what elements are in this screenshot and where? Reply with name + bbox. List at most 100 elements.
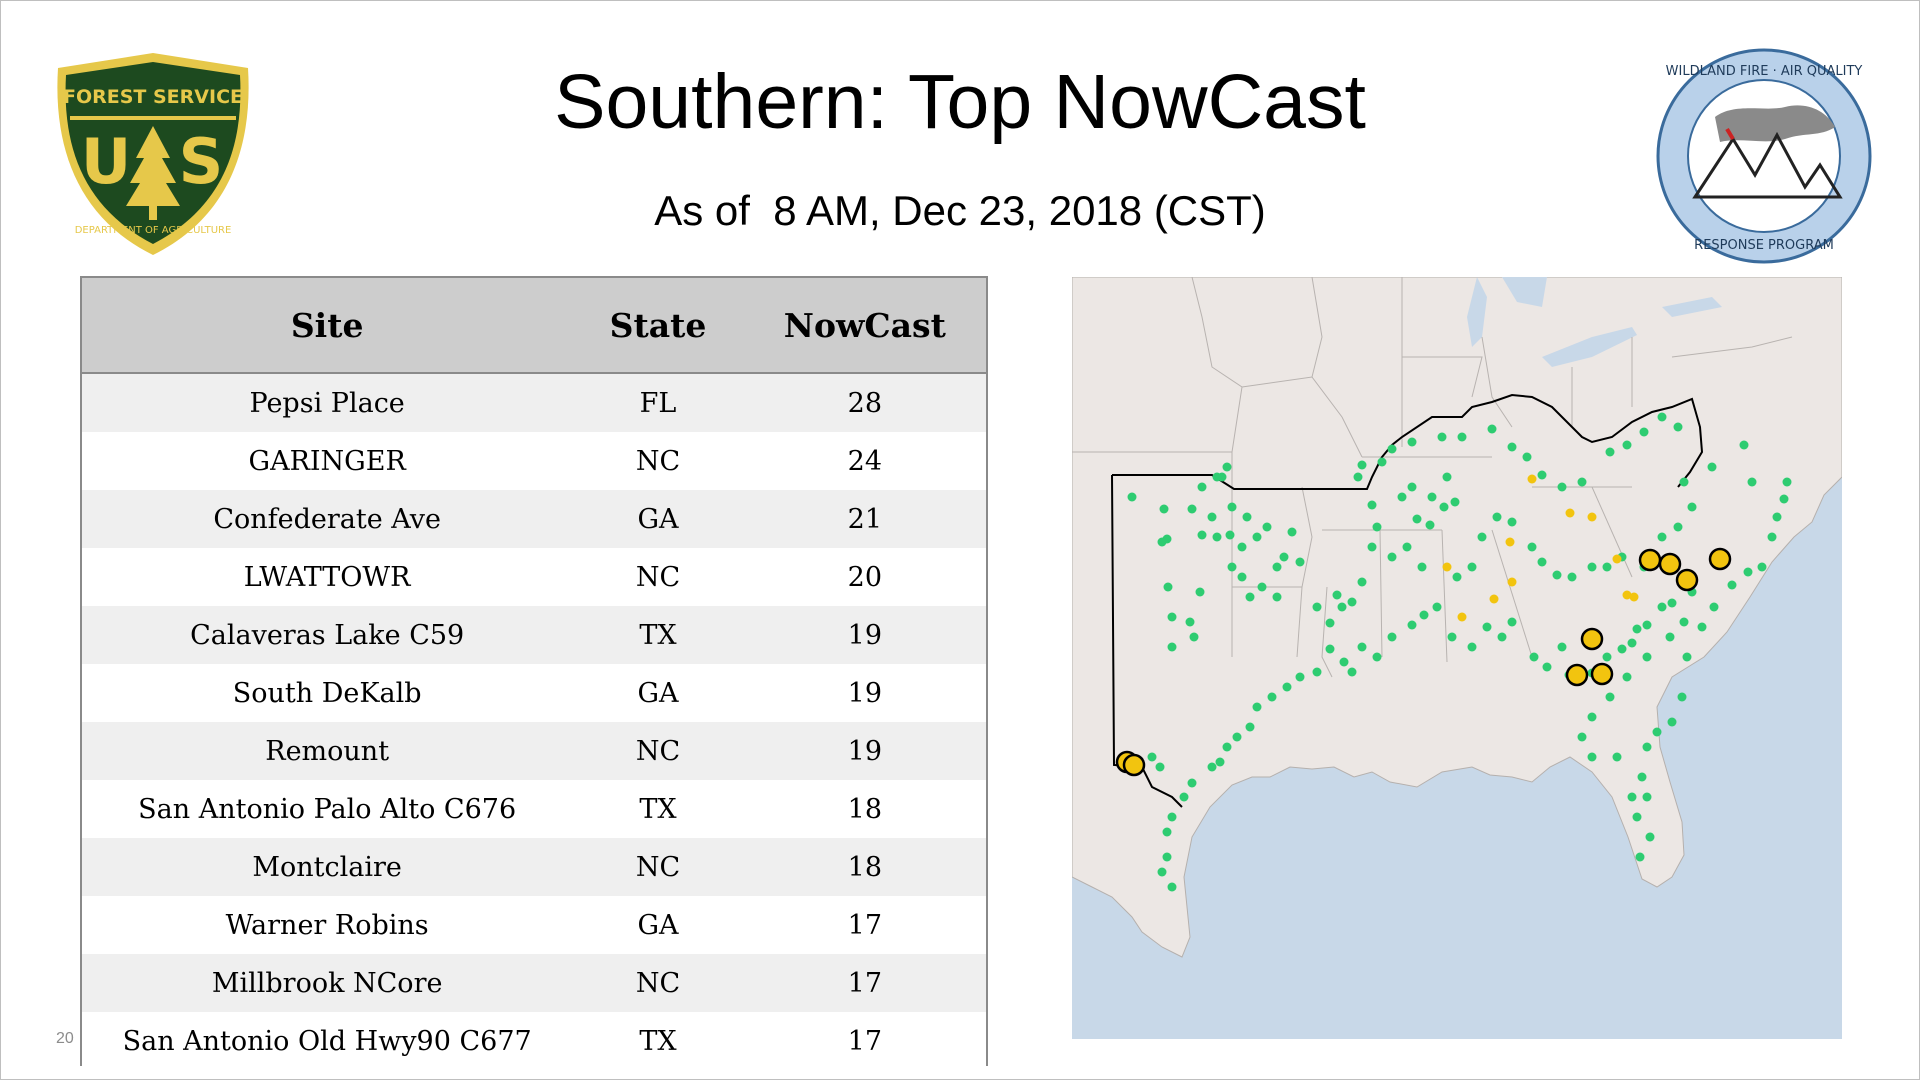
- state-cell: FL: [572, 373, 744, 432]
- state-cell: NC: [572, 548, 744, 606]
- yellow-site-marker: [1489, 594, 1499, 604]
- table-row: Millbrook NCore NC 17: [82, 954, 986, 1012]
- green-site-marker: [1195, 587, 1205, 597]
- top-site-marker: [1658, 552, 1682, 576]
- green-site-marker: [1779, 494, 1789, 504]
- site-cell: Montclaire: [82, 838, 573, 896]
- green-site-marker: [1179, 792, 1189, 802]
- state-cell: GA: [572, 664, 744, 722]
- green-site-marker: [1245, 592, 1255, 602]
- site-cell: Warner Robins: [82, 896, 573, 954]
- green-site-marker: [1602, 562, 1612, 572]
- green-site-marker: [1697, 622, 1707, 632]
- nowcast-cell: 18: [743, 780, 986, 838]
- green-site-marker: [1577, 477, 1587, 487]
- wildland-fire-air-quality-logo: WILDLAND FIRE · AIR QUALITY RESPONSE PRO…: [1656, 48, 1872, 264]
- table-row: Montclaire NC 18: [82, 838, 986, 896]
- green-site-marker: [1367, 500, 1377, 510]
- green-site-marker: [1257, 582, 1267, 592]
- state-cell: TX: [572, 606, 744, 664]
- green-site-marker: [1245, 722, 1255, 732]
- green-site-marker: [1542, 662, 1552, 672]
- green-site-marker: [1529, 652, 1539, 662]
- column-header-site: Site: [82, 278, 573, 374]
- green-site-marker: [1707, 462, 1717, 472]
- green-site-marker: [1677, 692, 1687, 702]
- green-site-marker: [1167, 642, 1177, 652]
- green-site-marker: [1639, 427, 1649, 437]
- green-site-marker: [1185, 617, 1195, 627]
- state-cell: TX: [572, 1012, 744, 1070]
- svg-text:DEPARTMENT OF AGRICULTURE: DEPARTMENT OF AGRICULTURE: [75, 225, 232, 236]
- top-site-marker: [1590, 662, 1614, 686]
- green-site-marker: [1242, 512, 1252, 522]
- green-site-marker: [1567, 572, 1577, 582]
- nowcast-cell: 18: [743, 838, 986, 896]
- green-site-marker: [1612, 752, 1622, 762]
- green-site-marker: [1665, 632, 1675, 642]
- green-site-marker: [1522, 452, 1532, 462]
- green-site-marker: [1147, 752, 1157, 762]
- site-cell: San Antonio Palo Alto C676: [82, 780, 573, 838]
- green-site-marker: [1507, 442, 1517, 452]
- green-site-marker: [1197, 530, 1207, 540]
- state-cell: GA: [572, 490, 744, 548]
- green-site-marker: [1709, 602, 1719, 612]
- green-site-marker: [1237, 572, 1247, 582]
- green-site-marker: [1602, 652, 1612, 662]
- state-cell: GA: [572, 896, 744, 954]
- green-site-marker: [1189, 632, 1199, 642]
- yellow-site-marker: [1587, 512, 1597, 522]
- green-site-marker: [1237, 542, 1247, 552]
- green-site-marker: [1367, 542, 1377, 552]
- southern-region-map: [1072, 277, 1842, 1039]
- green-site-marker: [1627, 792, 1637, 802]
- yellow-site-marker: [1442, 562, 1452, 572]
- nowcast-cell: 17: [743, 1012, 986, 1070]
- top-site-marker: [1580, 627, 1604, 651]
- green-site-marker: [1163, 582, 1173, 592]
- green-site-marker: [1267, 692, 1277, 702]
- nowcast-cell: 20: [743, 548, 986, 606]
- lake-erie: [1542, 327, 1637, 367]
- slide-title: Southern: Top NowCast: [554, 59, 1366, 145]
- green-site-marker: [1387, 444, 1397, 454]
- table-row: Remount NC 19: [82, 722, 986, 780]
- green-site-marker: [1739, 440, 1749, 450]
- green-site-marker: [1353, 472, 1363, 482]
- yellow-site-marker: [1505, 537, 1515, 547]
- top-site-marker: [1565, 663, 1589, 687]
- green-site-marker: [1412, 514, 1422, 524]
- yellow-site-marker: [1622, 590, 1632, 600]
- green-site-marker: [1687, 502, 1697, 512]
- green-site-marker: [1622, 672, 1632, 682]
- green-site-marker: [1487, 424, 1497, 434]
- green-site-marker: [1507, 517, 1517, 527]
- green-site-marker: [1442, 472, 1452, 482]
- green-site-marker: [1682, 652, 1692, 662]
- nowcast-cell: 17: [743, 954, 986, 1012]
- green-site-marker: [1159, 504, 1169, 514]
- green-site-marker: [1673, 422, 1683, 432]
- yellow-site-marker: [1527, 474, 1537, 484]
- green-site-marker: [1632, 812, 1642, 822]
- slide-subtitle: As of 8 AM, Dec 23, 2018 (CST): [654, 187, 1266, 234]
- green-site-marker: [1155, 762, 1165, 772]
- green-site-marker: [1427, 492, 1437, 502]
- svg-text:WILDLAND FIRE · AIR QUALITY: WILDLAND FIRE · AIR QUALITY: [1666, 64, 1863, 79]
- green-site-marker: [1622, 440, 1632, 450]
- green-site-marker: [1357, 642, 1367, 652]
- green-site-marker: [1227, 562, 1237, 572]
- green-site-marker: [1782, 477, 1792, 487]
- green-site-marker: [1657, 602, 1667, 612]
- green-site-marker: [1527, 542, 1537, 552]
- green-site-marker: [1637, 772, 1647, 782]
- green-site-marker: [1157, 867, 1167, 877]
- svg-text:U: U: [81, 125, 131, 198]
- green-site-marker: [1437, 432, 1447, 442]
- green-site-marker: [1642, 742, 1652, 752]
- green-site-marker: [1652, 727, 1662, 737]
- yellow-site-marker: [1629, 592, 1639, 602]
- site-cell: Remount: [82, 722, 573, 780]
- svg-text:FOREST SERVICE: FOREST SERVICE: [63, 86, 243, 108]
